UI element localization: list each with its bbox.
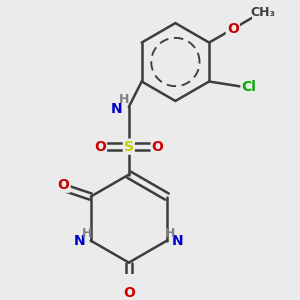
Text: S: S — [124, 140, 134, 154]
Text: N: N — [74, 234, 85, 248]
Text: O: O — [94, 140, 106, 154]
Text: H: H — [82, 227, 92, 240]
Text: O: O — [123, 286, 135, 300]
Text: O: O — [58, 178, 70, 192]
Text: O: O — [152, 140, 164, 154]
Text: H: H — [118, 93, 129, 106]
Text: CH₃: CH₃ — [251, 6, 276, 19]
Text: N: N — [172, 234, 184, 248]
Text: N: N — [111, 102, 123, 116]
Text: O: O — [227, 22, 239, 36]
Text: H: H — [165, 227, 176, 240]
Text: Cl: Cl — [242, 80, 256, 94]
